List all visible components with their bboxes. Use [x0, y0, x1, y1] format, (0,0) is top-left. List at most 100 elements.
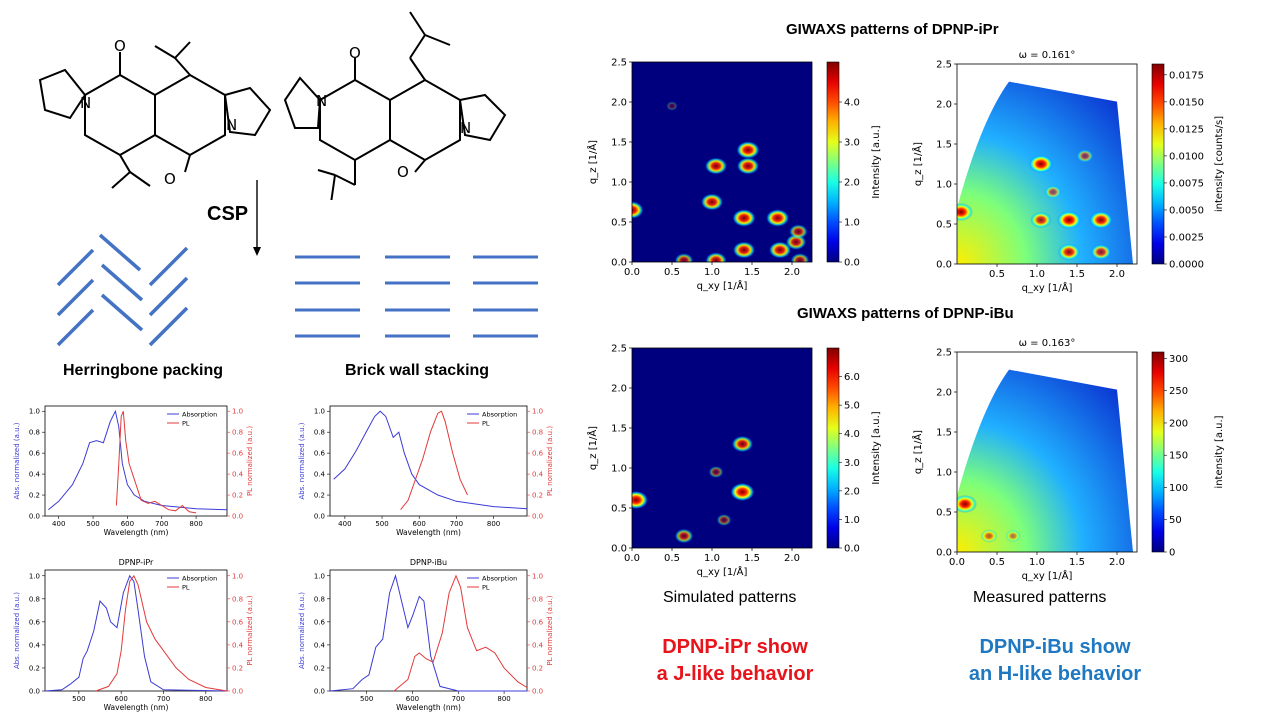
detector-area	[957, 81, 1133, 264]
y-tick-label: 1.0	[611, 178, 627, 189]
x-axis-label: q_xy [1/Å]	[1022, 569, 1073, 582]
diffraction-peak	[789, 224, 808, 239]
diffraction-peak	[704, 157, 728, 175]
x-axis-label: Wavelength (nm)	[396, 703, 461, 712]
colorbar-tick-label: 0.0125	[1169, 124, 1204, 135]
colorbar-tick-label: 0.0	[844, 544, 860, 555]
x-tick-label: 0.5	[664, 267, 680, 278]
colorbar-tick-label: 4.0	[844, 98, 860, 109]
series-absorption-line	[333, 410, 528, 510]
y2-tick-label: 1.0	[232, 572, 243, 580]
y2-tick-label: 0.4	[232, 471, 244, 479]
x-tick-label: 700	[157, 695, 170, 703]
diffraction-peak	[1089, 211, 1113, 229]
x-tick-label: 0.0	[949, 557, 965, 568]
y-tick-label: 0.2	[29, 664, 40, 672]
y-tick-label: 2.0	[936, 388, 952, 399]
y-tick-label: 2.5	[936, 348, 952, 359]
y2-tick-label: 1.0	[532, 408, 543, 416]
y2-tick-label: 0.6	[532, 618, 544, 626]
y-tick-label: 0.6	[314, 450, 326, 458]
colorbar-tick-label: 250	[1169, 386, 1188, 397]
x-tick-label: 1.0	[1029, 557, 1045, 568]
y-tick-label: 0.0	[29, 688, 40, 696]
colorbar-tick-label: 0.0050	[1169, 205, 1204, 216]
x-tick-label: 2.0	[1109, 269, 1125, 280]
chart-title: ω = 0.161°	[1019, 50, 1076, 61]
y-tick-label: 2.5	[611, 344, 627, 355]
y2-tick-label: 0.0	[232, 688, 243, 696]
y2-tick-label: 0.0	[232, 513, 243, 521]
y2-tick-label: 0.2	[532, 664, 543, 672]
x-tick-label: 500	[72, 695, 85, 703]
x-axis-label: q_xy [1/Å]	[1022, 281, 1073, 294]
series-absorption-line	[44, 574, 228, 692]
y-axis-label: q_z [1/Å]	[911, 142, 924, 186]
peak-layer	[632, 435, 755, 544]
x-tick-label: 0.5	[989, 269, 1005, 280]
diffraction-peak	[674, 528, 694, 544]
atom-n: N	[460, 119, 471, 137]
y-tick-label: 0.0	[29, 513, 40, 521]
diffraction-peak	[1030, 211, 1052, 229]
y-tick-label: 1.0	[29, 408, 40, 416]
x-tick-label: 800	[199, 695, 212, 703]
x-axis-label: Wavelength (nm)	[104, 703, 169, 712]
y2-tick-label: 0.4	[532, 641, 544, 649]
measured-caption: Measured patterns	[973, 589, 1107, 606]
series-pl-line	[400, 410, 468, 511]
series-absorption-line	[48, 409, 228, 511]
plot-frame	[329, 405, 528, 517]
ipr-conclusion-line1: DPNP-iPr show	[662, 636, 808, 658]
x-tick-label: 600	[121, 520, 134, 528]
y-axis-label: Abs. normalized (a.u.)	[13, 422, 21, 499]
y-tick-label: 0.6	[29, 450, 41, 458]
x-axis-label: q_xy [1/Å]	[697, 279, 748, 292]
giwaxs-ipr-simulated: 0.0 0.5 1.0 1.5 2.0 0.0 0.5 1.0 1.5 2.0 2.5 q_xy [1…	[586, 58, 882, 293]
atom-o: O	[114, 37, 126, 55]
y-tick-label: 0.0	[314, 513, 325, 521]
y-tick-label: 0.4	[314, 641, 326, 649]
diffraction-peak	[790, 253, 810, 262]
y-tick-label: 1.0	[314, 572, 325, 580]
y-tick-label: 0.8	[314, 429, 325, 437]
y-axis-label: q_z [1/Å]	[911, 430, 924, 474]
x-axis-label: q_xy [1/Å]	[697, 565, 748, 578]
atom-o: O	[164, 170, 176, 188]
molecular-structures: O N N O O N N O	[38, 11, 507, 200]
series-pl-line	[115, 411, 197, 514]
x-tick-label: 0.0	[624, 553, 640, 564]
diffraction-peak	[736, 157, 760, 175]
colorbar-tick-label: 2.0	[844, 486, 860, 497]
y2-tick-label: 0.0	[532, 513, 543, 521]
y-tick-label: 0.8	[314, 595, 325, 603]
y2-tick-label: 0.6	[232, 618, 244, 626]
y2-tick-label: 0.6	[532, 450, 544, 458]
series-absorption-line	[329, 574, 527, 692]
y-tick-label: 1.5	[611, 138, 627, 149]
diffraction-peak	[1044, 185, 1062, 199]
diffraction-peak	[666, 101, 678, 111]
ibu-conclusion-line2: an H-like behavior	[968, 663, 1142, 685]
y2-axis-label: PL normalized (a.u.)	[546, 426, 554, 496]
y-tick-label: 0.5	[611, 218, 627, 229]
colorbar-tick-label: 300	[1169, 354, 1188, 365]
diffraction-peak	[1090, 244, 1112, 260]
chart-title: ω = 0.163°	[1019, 338, 1076, 349]
colorbar-tick-label: 4.0	[844, 429, 860, 440]
x-tick-label: 800	[189, 520, 202, 528]
y2-tick-label: 0.6	[232, 450, 244, 458]
y-axis-label: Abs. normalized (a.u.)	[13, 592, 21, 669]
x-tick-label: 0.5	[989, 557, 1005, 568]
x-tick-label: 0.0	[624, 267, 640, 278]
y-tick-label: 1.0	[611, 464, 627, 475]
y2-tick-label: 0.8	[232, 429, 243, 437]
colorbar	[826, 61, 840, 263]
x-tick-label: 1.0	[704, 553, 720, 564]
y-tick-label: 0.4	[29, 471, 41, 479]
plot-frame	[631, 61, 813, 263]
plot-frame	[631, 347, 813, 549]
x-tick-label: 1.5	[1069, 269, 1085, 280]
legend-label: Absorption	[482, 411, 517, 419]
y-tick-label: 0.0	[936, 260, 952, 271]
